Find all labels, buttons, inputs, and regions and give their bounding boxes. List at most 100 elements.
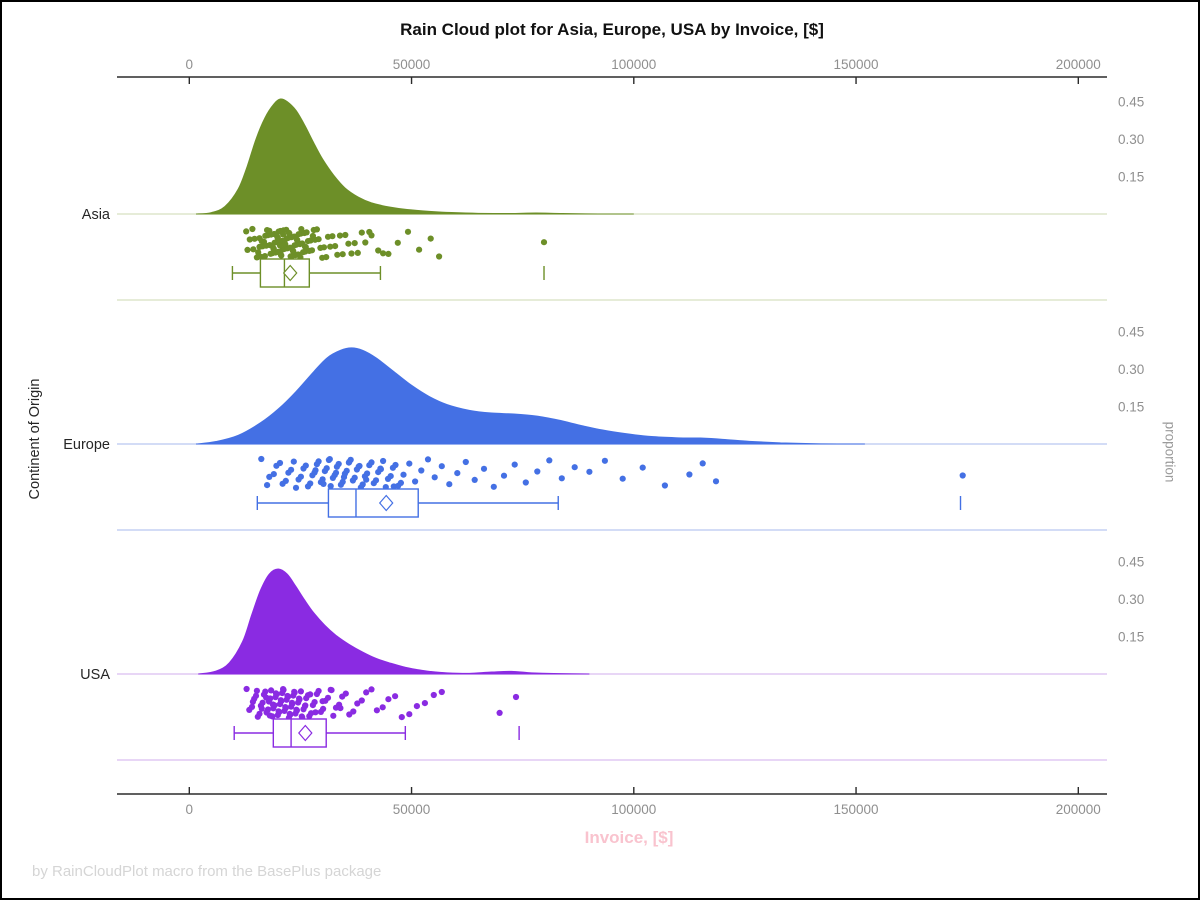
rain-point: [296, 695, 303, 702]
rain-point: [346, 711, 353, 718]
rain-point: [462, 458, 469, 466]
rain-point: [302, 462, 309, 469]
x-tick-label-bottom: 150000: [834, 802, 879, 817]
rain-point: [270, 471, 277, 478]
rain-point: [438, 688, 445, 696]
proportion-tick-label: 0.45: [1118, 325, 1144, 340]
rain-point: [471, 476, 478, 483]
rain-point: [307, 480, 314, 487]
box-iqr: [327, 488, 419, 518]
rain-point: [274, 233, 281, 241]
rain-point: [380, 457, 387, 465]
rain-point: [334, 251, 341, 258]
rain-point: [284, 692, 291, 700]
rain-point: [454, 470, 461, 477]
rain-point: [363, 689, 370, 696]
rain-point: [255, 249, 262, 256]
rain-point: [340, 474, 348, 481]
rain-point: [249, 225, 256, 233]
rain-point: [540, 239, 548, 246]
rain-point: [258, 705, 265, 712]
rain-point: [328, 687, 335, 694]
rain-point: [286, 710, 293, 718]
rain-point: [281, 240, 288, 247]
rain-point: [277, 697, 284, 704]
rain-point: [272, 690, 280, 697]
rain-point: [354, 249, 361, 256]
rain-point: [317, 708, 324, 716]
rain-point: [290, 458, 297, 465]
rain-point: [337, 705, 344, 712]
rain-point: [275, 708, 282, 715]
rain-point: [522, 479, 529, 486]
rain-point: [639, 464, 646, 471]
rain-point: [390, 483, 397, 490]
proportion-tick-label: 0.45: [1118, 95, 1144, 110]
category-label-usa: USA: [80, 667, 110, 683]
x-tick-label-bottom: 100000: [611, 802, 656, 817]
chart-title: Rain Cloud plot for Asia, Europe, USA by…: [400, 20, 824, 39]
density-cloud-europe: [195, 347, 865, 445]
rain-point: [436, 253, 443, 260]
rain-point: [356, 462, 363, 470]
x-tick-label-bottom: 200000: [1056, 802, 1101, 817]
rain-point: [368, 459, 375, 466]
rain-point: [261, 253, 268, 260]
rain-point: [298, 713, 305, 720]
rain-point: [332, 243, 339, 250]
rain-point: [377, 465, 384, 472]
rain-point: [712, 478, 720, 485]
x-tick-label-top: 0: [186, 57, 194, 72]
rain-point: [313, 690, 320, 698]
rain-point: [601, 457, 609, 464]
rain-point: [394, 239, 401, 246]
rain-point: [302, 702, 309, 709]
rain-point: [430, 691, 437, 699]
rain-point: [307, 691, 314, 698]
rain-point: [249, 698, 256, 705]
rain-point: [368, 686, 375, 693]
x-tick-label-top: 50000: [393, 57, 431, 72]
rain-point: [297, 688, 304, 695]
proportion-tick-label: 0.15: [1118, 400, 1144, 415]
rain-point: [358, 697, 365, 704]
rain-point: [379, 704, 386, 711]
rain-point: [285, 229, 292, 236]
rain-point: [264, 227, 271, 234]
x-tick-label-top: 200000: [1056, 57, 1101, 72]
rain-point: [364, 470, 371, 477]
rain-point: [362, 239, 369, 246]
proportion-tick-label: 0.30: [1118, 132, 1144, 147]
x-tick-label-top: 150000: [834, 57, 879, 72]
rain-point: [346, 458, 353, 465]
rain-point: [282, 704, 289, 711]
rain-point: [270, 245, 277, 252]
density-cloud-asia: [195, 98, 634, 215]
rain-point: [268, 687, 275, 694]
rain-point: [269, 701, 276, 708]
rain-point: [368, 232, 375, 239]
rain-point: [511, 461, 518, 468]
rain-point: [397, 479, 404, 486]
rain-point: [404, 228, 412, 235]
x-tick-label-bottom: 0: [186, 802, 194, 817]
rain-point: [351, 474, 358, 481]
rain-point: [512, 693, 520, 701]
x-axis-label: Invoice, [$]: [584, 828, 674, 847]
rain-point: [358, 229, 365, 236]
rain-point: [534, 468, 541, 475]
rain-point: [298, 226, 305, 233]
mean-diamond: [378, 494, 394, 512]
rain-point: [398, 714, 405, 721]
category-label-europe: Europe: [63, 437, 110, 453]
rain-point: [427, 235, 434, 242]
rain-point: [619, 475, 626, 482]
rain-point: [309, 232, 316, 240]
rain-point: [496, 709, 503, 717]
rain-point: [372, 477, 380, 484]
rain-point: [243, 228, 250, 235]
rain-point: [277, 251, 284, 258]
rain-point: [342, 231, 349, 239]
